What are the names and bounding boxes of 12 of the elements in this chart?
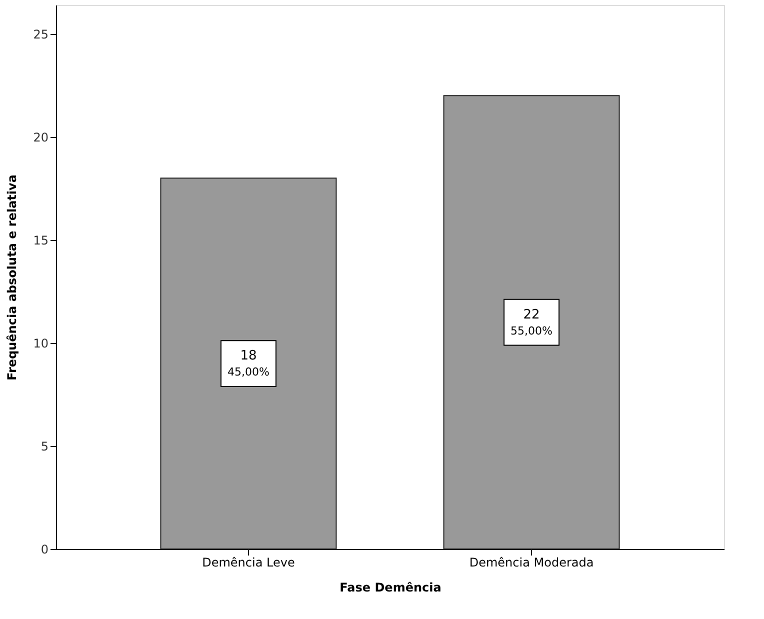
y-tick-label: 10 [33, 336, 48, 350]
x-tick-label: Demência Moderada [469, 556, 594, 570]
y-tick-label: 0 [40, 542, 48, 556]
y-axis-title: Frequência absoluta e relativa [5, 174, 20, 380]
x-tick-label: Demência Leve [202, 556, 295, 570]
x-axis-title: Fase Demência [340, 580, 442, 594]
y-tick-label: 15 [33, 233, 48, 248]
text: 18 45,00% [228, 348, 270, 379]
y-tick-label: 5 [40, 439, 48, 454]
y-tick-label: 25 [33, 27, 48, 42]
text: 22 55,00% [510, 307, 552, 338]
y-tick-label: 20 [33, 130, 48, 144]
